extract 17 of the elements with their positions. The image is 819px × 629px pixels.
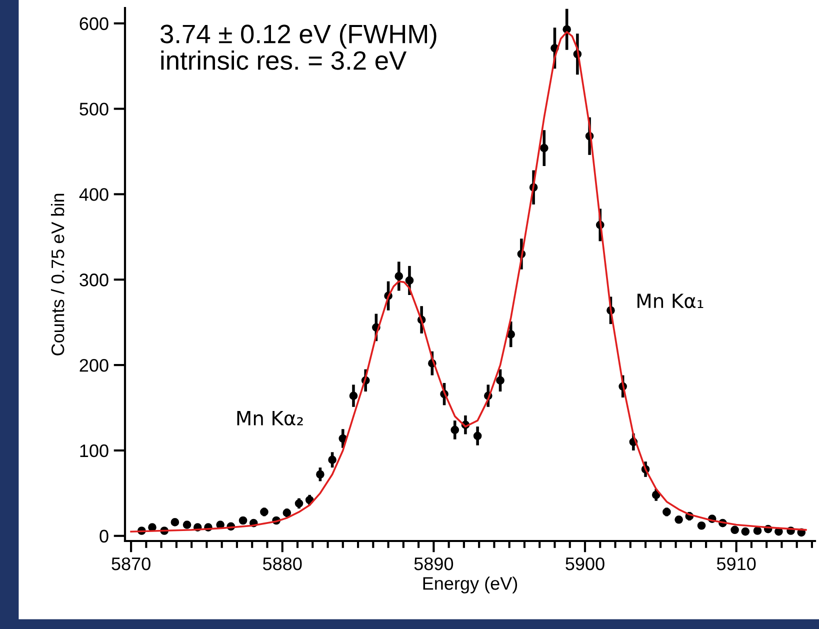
annotation: Mn Kα₁: [638, 294, 704, 308]
y-tick-label: 0: [100, 530, 108, 543]
y-tick-label: 400: [79, 188, 108, 201]
y-tick-label: 200: [80, 358, 108, 372]
x-tick-label: 5890: [414, 557, 454, 570]
y-tick-label: 600: [80, 17, 108, 30]
x-axis-title: Energy (eV): [423, 576, 518, 594]
x-tick-label: 5900: [566, 557, 604, 570]
x-tick-label: 5910: [716, 557, 756, 570]
y-axis-title: Counts / 0.75 eV bin: [50, 194, 64, 356]
y-tick-label: 100: [80, 444, 108, 458]
y-tick-label: 500: [80, 102, 108, 116]
y-tick-label: 300: [80, 274, 108, 286]
x-tick-label: 5870: [112, 557, 150, 570]
annotation: 3.74 ± 0.12 eV (FWHM) intrinsic res. = 3.2 eV: [160, 24, 436, 70]
annotation: Mn Kα₂: [237, 411, 303, 426]
x-tick-label: 5880: [263, 557, 302, 570]
